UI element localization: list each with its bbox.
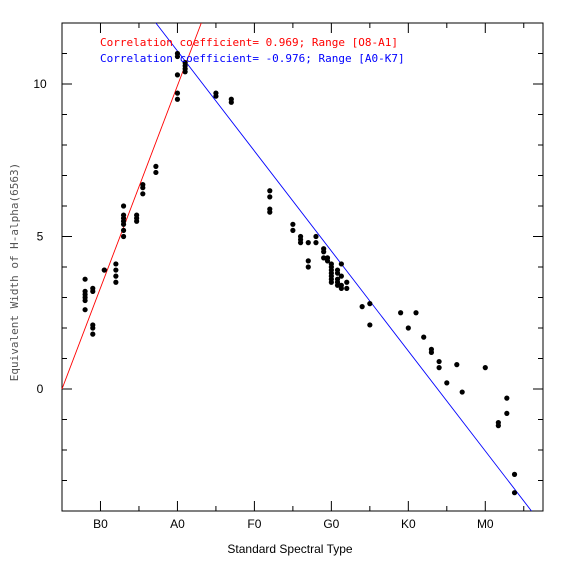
data-point: [511, 471, 518, 477]
data-point: [321, 255, 327, 261]
data-point: [174, 72, 181, 78]
data-point: [90, 325, 96, 331]
data-point: [338, 285, 344, 291]
data-point: [454, 362, 460, 368]
x-tick-label: G0: [323, 517, 339, 531]
data-point: [305, 258, 311, 264]
data-point: [398, 310, 404, 316]
data-point: [338, 261, 344, 267]
data-point: [436, 358, 442, 365]
data-point: [90, 331, 96, 337]
data-point: [113, 279, 119, 285]
data-point: [113, 273, 119, 279]
fit-line-1: [61, 22, 202, 390]
data-point: [140, 191, 146, 197]
data-point: [511, 490, 518, 496]
data-point: [267, 194, 273, 200]
data-point: [313, 233, 319, 240]
x-tick-label: F0: [247, 517, 261, 531]
data-point: [504, 395, 510, 401]
data-point: [313, 240, 319, 246]
fit-annotation-2: Correlation coefficient= -0.976; Range […: [100, 52, 405, 65]
fit-annotation-1: Correlation coefficient= 0.969; Range [O…: [100, 36, 398, 49]
data-point: [344, 285, 350, 291]
data-point: [324, 258, 331, 264]
data-point: [174, 96, 181, 102]
x-tick-label: M0: [477, 517, 494, 531]
data-point: [113, 261, 119, 267]
data-point: [482, 365, 488, 371]
data-point: [267, 209, 273, 215]
x-ticks: B0 A0 F0 G0 K0 M0: [61, 23, 525, 531]
data-point: [334, 282, 341, 288]
data-point: [428, 349, 435, 355]
data-point: [120, 233, 127, 240]
y-tick-label: 5: [37, 230, 44, 244]
data-point: [405, 325, 411, 331]
data-point: [82, 276, 88, 282]
data-point: [436, 365, 442, 371]
data-point: [338, 273, 344, 279]
data-point: [174, 53, 181, 60]
x-axis-label: Standard Spectral Type: [227, 542, 353, 556]
data-point: [290, 227, 296, 233]
fit-line-2: [155, 22, 532, 512]
data-point: [290, 221, 296, 227]
data-point: [182, 69, 188, 75]
x-tick-label: A0: [170, 517, 185, 531]
fit-lines: [61, 22, 532, 512]
data-point: [213, 93, 219, 99]
data-point: [413, 310, 419, 316]
data-point: [359, 304, 365, 310]
data-point: [297, 240, 304, 246]
data-point: [328, 279, 334, 285]
data-point: [153, 163, 159, 169]
legend: Correlation coefficient= 0.969; Range [O…: [100, 36, 405, 65]
data-point: [344, 279, 350, 285]
y-axis-label: Equivalent Width of H-alpha(6563): [8, 163, 21, 382]
data-point: [305, 264, 311, 270]
data-point: [82, 297, 88, 304]
y-ticks: 0 5 10: [33, 22, 543, 512]
data-point: [267, 188, 273, 194]
data-point: [120, 227, 127, 233]
data-point: [101, 267, 107, 273]
data-point: [120, 203, 127, 209]
data-point: [82, 307, 88, 313]
data-point: [228, 99, 234, 105]
x-tick-label: K0: [401, 517, 416, 531]
data-point: [367, 322, 373, 328]
data-point: [321, 249, 327, 255]
data-point: [305, 240, 311, 246]
data-points: [82, 50, 518, 496]
data-point: [367, 301, 373, 307]
data-point: [120, 221, 127, 227]
data-point: [174, 90, 181, 96]
data-point: [421, 334, 427, 340]
data-point: [140, 185, 146, 191]
data-point: [444, 380, 450, 386]
data-point: [90, 288, 96, 294]
data-point: [153, 169, 159, 176]
data-point: [504, 410, 510, 416]
x-tick-label: B0: [93, 517, 108, 531]
data-point: [134, 218, 140, 224]
data-point: [113, 267, 119, 273]
data-point: [334, 270, 341, 276]
data-point: [459, 389, 465, 395]
y-tick-label: 0: [37, 382, 44, 396]
data-point: [495, 423, 501, 429]
plot-frame: [61, 22, 544, 512]
y-tick-label: 10: [33, 77, 47, 91]
